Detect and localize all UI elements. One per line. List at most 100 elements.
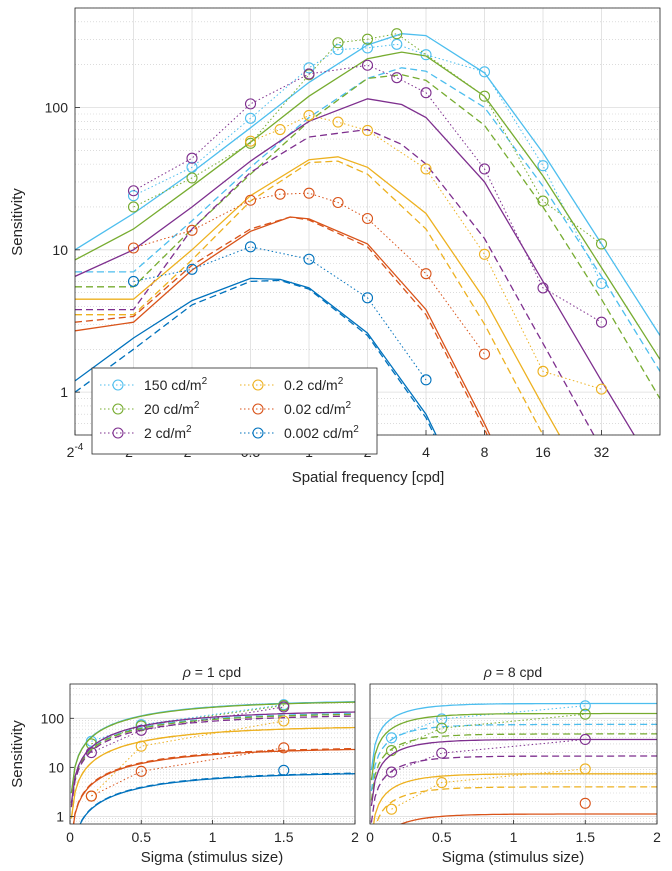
legend-label: 150 cd/m2 [144, 376, 208, 393]
measured-point [420, 163, 432, 175]
xtick-label: 1.5 [576, 829, 596, 845]
legend-entry-2: 2 cd/m2 [100, 424, 192, 441]
series-2 [370, 733, 657, 823]
model-solid-line [75, 156, 561, 435]
measured-point [579, 763, 591, 775]
legend-entry-0.02: 0.02 cd/m2 [240, 400, 351, 417]
measured-point [278, 742, 290, 754]
measured-point [274, 188, 286, 200]
ytick-label: 1 [56, 808, 64, 824]
measured-point [361, 59, 374, 71]
model-solid-line [75, 98, 635, 435]
measured-point [595, 238, 608, 250]
series-20 [370, 708, 657, 801]
model-dashed-line [75, 67, 660, 372]
measured-point [436, 776, 448, 789]
measured-point [332, 37, 344, 49]
bottom-left-x-axis-label: Sigma (stimulus size) [141, 849, 284, 866]
top-xtick-label: 2-4 [67, 442, 84, 460]
bottom-left-title: ρ = 1 cpd [182, 664, 241, 680]
measured-point [420, 268, 432, 280]
measured-point [579, 797, 591, 809]
model-solid-line [70, 711, 355, 804]
measured-point [135, 765, 147, 777]
model-solid-line [75, 33, 660, 336]
measured-point [135, 724, 147, 736]
xtick-label: 1 [510, 829, 518, 845]
legend-marker [112, 427, 124, 439]
xtick-label: 2 [653, 829, 661, 845]
legend-entries: 150 cd/m2 0.2 cd/m2 20 cd/m2 0.02 cd/m2 2 cd… [100, 376, 359, 441]
bottom-right-panel: ρ = 8 cpd 0 0.5 1 1.5 2 Sigma (stimulus size… [366, 664, 661, 866]
model-dashed-line [75, 160, 544, 435]
model-solid-line [370, 712, 657, 781]
legend-entry-0.002: 0.002 cd/m2 [240, 424, 359, 441]
measured-point [127, 242, 140, 254]
measured-point [391, 28, 403, 40]
top-xtick-label: 8 [481, 444, 489, 460]
measured-point [436, 747, 448, 759]
model-dashed-line [370, 723, 657, 792]
bottom-right-ticks: 0 0.5 1 1.5 2 [366, 820, 661, 845]
ytick-label: 100 [41, 710, 65, 726]
model-dashed-line [79, 772, 355, 824]
series-150 [370, 700, 657, 792]
xtick-label: 1 [209, 829, 217, 845]
measured-point [303, 253, 315, 265]
legend-label: 0.02 cd/m2 [284, 400, 351, 417]
measured-point [361, 124, 374, 136]
measured-point [303, 68, 315, 80]
legend-entry-0.2: 0.2 cd/m2 [240, 376, 344, 393]
measured-point [332, 44, 344, 56]
model-dashed-line [72, 747, 355, 824]
top-ytick-label: 100 [45, 99, 69, 115]
top-y-axis-label: Sensitivity [9, 188, 26, 256]
legend-entry-20: 20 cd/m2 [100, 400, 200, 417]
measured-point [244, 194, 257, 206]
model-dashed-line [370, 755, 657, 823]
legend-label: 20 cd/m2 [144, 400, 200, 417]
measured-point [391, 38, 403, 50]
series-0.2 [373, 763, 657, 824]
model-solid-line [370, 738, 657, 807]
model-dashed-line [75, 128, 595, 435]
measured-point [436, 722, 448, 734]
measured-point [436, 713, 448, 725]
legend: 150 cd/m2 0.2 cd/m2 20 cd/m2 0.02 cd/m2 2 cd… [91, 367, 378, 455]
series-0.002 [75, 241, 437, 435]
measured-point [303, 109, 315, 121]
measured-dotted-line [391, 768, 586, 810]
legend-box [91, 367, 378, 455]
bottom-left-panel: ρ = 1 cpd 0 0.5 1 1.5 2 1 10 100 Sigma (stimulu… [9, 664, 359, 866]
measured-point [278, 701, 290, 713]
xtick-label: 0 [366, 829, 374, 845]
top-ytick-label: 10 [52, 242, 68, 258]
measured-dotted-line [133, 246, 427, 381]
legend-marker [252, 403, 264, 415]
ytick-label: 10 [48, 759, 64, 775]
measured-point [537, 195, 549, 207]
measured-point [186, 224, 198, 236]
series-0.2 [75, 109, 608, 435]
xtick-label: 0.5 [132, 829, 152, 845]
legend-marker [112, 379, 124, 391]
measured-point [385, 766, 398, 778]
measured-point [135, 740, 147, 752]
model-solid-line [70, 701, 355, 794]
bottom-right-series [370, 700, 657, 824]
measured-point [385, 744, 398, 757]
bottom-left-title-greek: ρ [182, 664, 191, 680]
measured-point [244, 135, 257, 147]
measured-point [579, 700, 591, 712]
measured-point [537, 365, 549, 377]
top-ytick-label: 1 [60, 384, 68, 400]
series-2 [70, 701, 355, 808]
legend-entry-150: 150 cd/m2 [100, 376, 208, 393]
measured-point [385, 803, 398, 815]
measured-point [595, 383, 608, 395]
measured-point [537, 160, 549, 172]
measured-point [478, 66, 491, 78]
measured-point [478, 90, 491, 102]
measured-point [85, 790, 97, 802]
